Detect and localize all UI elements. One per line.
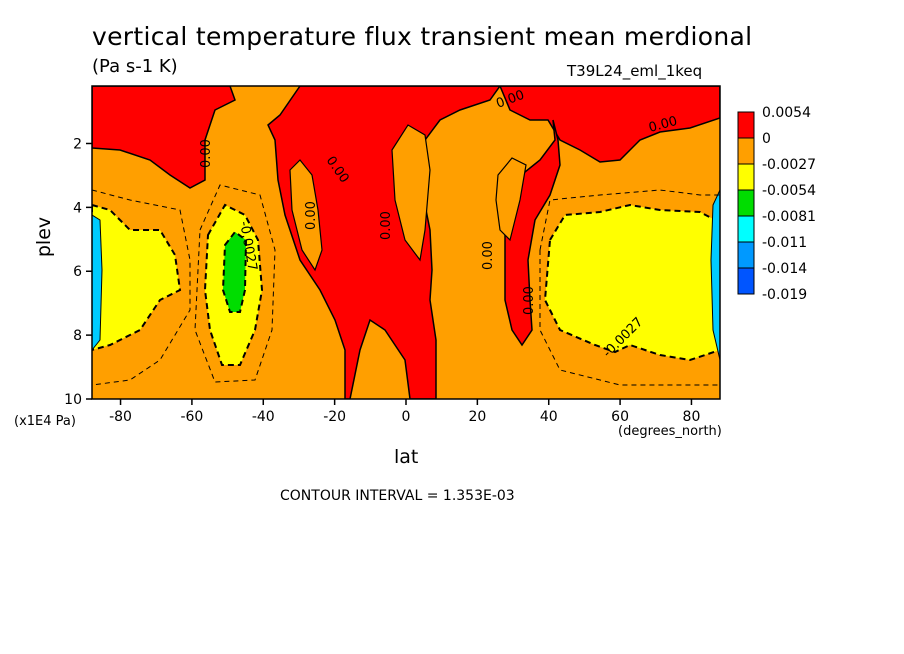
region-positive-sh <box>92 86 236 189</box>
legend-level-label: -0.0054 <box>762 183 816 199</box>
legend-level-label: -0.0027 <box>762 157 816 173</box>
region-positive-eq <box>267 86 501 399</box>
pocket-neg-3 <box>495 157 527 242</box>
x-tick-label: -40 <box>252 409 275 425</box>
contour-interval: CONTOUR INTERVAL = 1.353E-03 <box>280 488 515 504</box>
legend-swatch <box>737 215 755 243</box>
contour-label: 0.00 <box>199 139 214 168</box>
x-tick-label: 0 <box>402 409 411 425</box>
y-tick-label: 8 <box>73 328 82 344</box>
legend-level-label: 0 <box>762 131 771 147</box>
legend-swatch <box>737 241 755 269</box>
region-neg-mid-nh <box>543 203 720 362</box>
contour-label: 0.00 <box>522 286 537 315</box>
plot-area <box>92 86 720 399</box>
y-scale-note: (x1E4 Pa) <box>14 414 76 429</box>
contour-label: 0.00 <box>481 241 496 270</box>
x-tick-label: -80 <box>109 409 132 425</box>
legend-level-label: -0.014 <box>762 261 807 277</box>
region-neg-strong-core <box>221 230 248 313</box>
contour-dashed-1 <box>92 189 191 386</box>
legend-swatch <box>737 163 755 191</box>
y-axis-label: plev <box>33 216 56 258</box>
x-axis: -80 -60 -40 -20 0 20 40 60 80 <box>109 399 700 425</box>
legend-swatch <box>737 111 755 139</box>
x-tick-label: 60 <box>611 409 629 425</box>
legend-swatch <box>737 267 755 295</box>
region-neg-mid-sh <box>92 203 182 352</box>
y-tick-label: 2 <box>73 136 82 152</box>
x-units-label: (degrees_north) <box>618 424 722 439</box>
contour-label: 0.00 <box>379 211 394 240</box>
contour-dashed-2 <box>194 184 276 383</box>
x-tick-label: -20 <box>323 409 346 425</box>
chart-title: vertical temperature flux transient mean… <box>92 22 753 51</box>
x-tick-label: 40 <box>540 409 558 425</box>
chart-units: (Pa s-1 K) <box>92 56 178 77</box>
x-tick-label: 20 <box>468 409 486 425</box>
legend: 0.0054 0 -0.0027 -0.0054 -0.0081 -0.011 -0.014… <box>737 105 816 303</box>
legend-level-label: -0.011 <box>762 235 807 251</box>
y-axis: 2 4 6 8 10 <box>64 136 92 408</box>
legend-level-label: -0.0081 <box>762 209 816 225</box>
y-tick-label: 10 <box>64 392 82 408</box>
x-tick-label: -60 <box>180 409 203 425</box>
contour-label: 0.00 <box>647 114 679 136</box>
region-polar-edge-sh <box>92 214 103 351</box>
region-polar-edge-nh <box>710 189 720 361</box>
contour-label: 0.00 <box>304 201 319 230</box>
x-tick-label: 80 <box>683 409 701 425</box>
run-label: T39L24_eml_1keq <box>567 62 703 80</box>
legend-level-label: 0.0054 <box>762 105 811 121</box>
pocket-neg-1 <box>391 124 431 262</box>
legend-swatch <box>737 189 755 217</box>
legend-level-label: -0.019 <box>762 287 807 303</box>
y-tick-label: 4 <box>73 200 82 216</box>
legend-swatch <box>737 137 755 165</box>
region-positive-nh <box>499 86 720 163</box>
contour-dashed-3 <box>539 189 720 386</box>
pocket-neg-2 <box>289 159 323 272</box>
x-axis-label: lat <box>394 446 419 468</box>
y-tick-label: 6 <box>73 264 82 280</box>
